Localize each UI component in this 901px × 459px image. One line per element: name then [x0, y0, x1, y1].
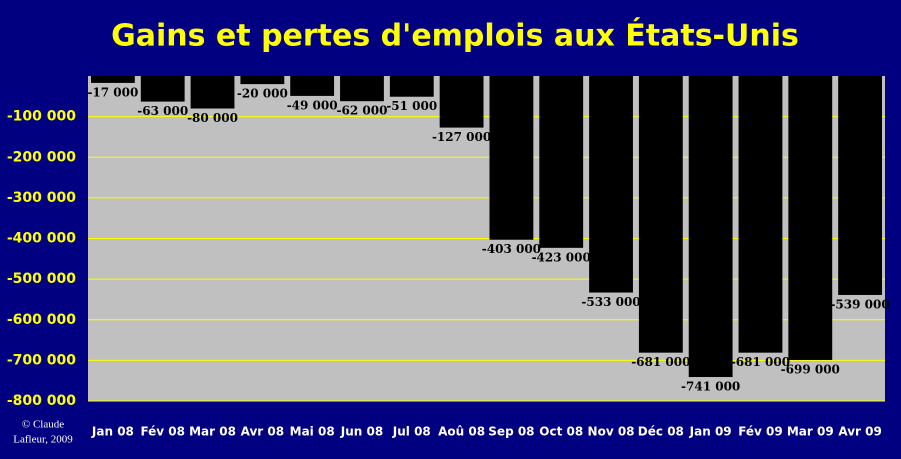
y-tick-label: -800 000 — [7, 393, 76, 409]
x-tick-label: Aoû 08 — [438, 425, 485, 439]
bar — [738, 76, 783, 353]
value-label: -403 000 — [482, 242, 541, 256]
bar — [439, 76, 484, 128]
x-tick-label: Jul 08 — [392, 425, 431, 439]
chart-title: Gains et pertes d'emplois aux États-Unis — [111, 18, 799, 54]
x-tick-label: Jan 08 — [91, 425, 134, 439]
y-tick-label: -400 000 — [7, 231, 76, 247]
bar — [290, 76, 335, 96]
value-label: -63 000 — [137, 104, 188, 118]
value-label: -62 000 — [337, 104, 388, 118]
value-label: -127 000 — [432, 130, 491, 144]
bar — [140, 76, 185, 102]
value-label: -423 000 — [532, 250, 591, 264]
bar — [589, 76, 633, 293]
x-tick-label: Jan 09 — [689, 425, 732, 439]
bar — [638, 76, 683, 353]
value-label: -80 000 — [187, 111, 238, 125]
value-label: -17 000 — [87, 85, 138, 99]
y-tick-label: -700 000 — [7, 352, 76, 368]
y-tick-label: -500 000 — [7, 271, 76, 287]
x-tick-label: Nov 08 — [588, 425, 635, 439]
x-tick-label: Mai 08 — [290, 425, 335, 439]
credit: © Claude — [22, 419, 64, 431]
y-tick-label: -200 000 — [7, 149, 76, 165]
bar — [489, 76, 534, 240]
bar — [688, 76, 733, 378]
y-tick-label: -600 000 — [7, 312, 76, 328]
bar — [90, 76, 135, 83]
x-tick-label: Fév 08 — [140, 425, 185, 439]
value-label: -681 000 — [731, 355, 790, 369]
x-tick-label: Oct 08 — [539, 425, 583, 439]
value-label: -741 000 — [681, 380, 740, 394]
bar — [340, 76, 384, 102]
bar — [389, 76, 434, 97]
y-tick-label: -300 000 — [7, 190, 76, 206]
bar — [539, 76, 584, 248]
value-label: -699 000 — [781, 362, 840, 376]
value-label: -539 000 — [830, 297, 889, 311]
x-tick-label: Mar 09 — [787, 425, 834, 439]
value-label: -681 000 — [631, 355, 690, 369]
bar — [240, 76, 285, 85]
x-tick-label: Fév 09 — [738, 425, 783, 439]
value-label: -51 000 — [386, 99, 437, 113]
x-tick-label: Jun 08 — [340, 425, 383, 439]
x-tick-label: Sep 08 — [488, 425, 534, 439]
value-label: -20 000 — [237, 87, 288, 101]
bar — [788, 76, 833, 360]
value-label: -533 000 — [581, 295, 640, 309]
x-tick-label: Mar 08 — [189, 425, 236, 439]
x-tick-label: Avr 09 — [838, 425, 881, 439]
credit: Lafleur, 2009 — [13, 434, 73, 446]
x-tick-label: Avr 08 — [241, 425, 284, 439]
x-tick-label: Déc 08 — [638, 425, 684, 439]
bar — [838, 76, 883, 295]
value-label: -49 000 — [287, 98, 338, 112]
y-tick-label: -100 000 — [7, 109, 76, 125]
bar — [190, 76, 235, 109]
